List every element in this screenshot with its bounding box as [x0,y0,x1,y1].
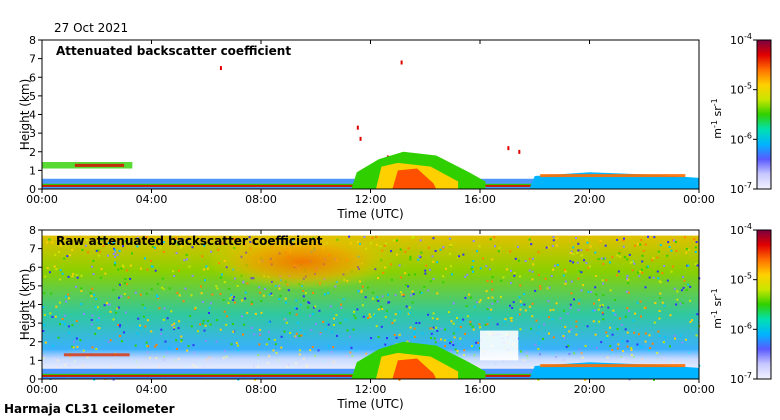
y-tick-label: 5 [29,280,36,293]
y-tick-label: 2 [29,146,36,159]
y-tick-label: 0 [29,183,36,196]
low-signal-zone [480,330,519,361]
y-axis-label: Height (km) [18,79,32,150]
cloud-speck [219,66,222,71]
x-tick-label: 16:00 [464,193,496,206]
colorbar-scale [756,229,772,380]
cloud-speck [400,60,403,65]
colorbar-tick-label: 10-5 [730,272,752,287]
y-tick-label: 8 [29,34,36,47]
y-tick-label: 6 [29,261,36,274]
cloud-speck [518,149,521,154]
y-tick-label: 3 [29,127,36,140]
aerosol-layer [74,163,125,167]
x-tick-label: 20:00 [574,193,606,206]
colorbar: 10-4 10-5 10-6 10-7 m-1 sr-1 [710,32,772,196]
y-tick-label: 6 [29,71,36,84]
colorbar-tick-label: 10-7 [730,181,752,196]
convective-plume [351,341,486,379]
colorbar: 10-4 10-5 10-6 10-7 m-1 sr-1 [710,222,772,386]
instrument-label: Harmaja CL31 ceilometer [4,402,175,416]
y-tick-label: 2 [29,336,36,349]
x-tick-label: 08:00 [245,383,277,396]
cloud-speck [356,125,359,130]
colorbar-tick-label: 10-5 [730,82,752,97]
y-tick-label: 0 [29,373,36,386]
x-tick-label: 04:00 [136,383,168,396]
y-tick-label: 3 [29,317,36,330]
y-tick-label: 1 [29,164,36,177]
y-tick-label: 7 [29,53,36,66]
y-tick-label: 7 [29,243,36,256]
x-tick-label: 00:00 [683,193,715,206]
colorbar-label: m-1 sr-1 [710,288,724,328]
evening-layer [529,172,699,189]
y-tick-label: 1 [29,354,36,367]
colorbar-tick-label: 10-4 [730,32,752,47]
cloud-speck [507,146,510,151]
panel-title: Raw attenuated backscatter coefficient [56,234,323,248]
evening-layer [529,362,699,379]
x-tick-label: 12:00 [355,193,387,206]
x-tick-label: 00:00 [26,193,58,206]
x-axis-label: Time (UTC) [336,207,403,221]
convective-plume [351,151,486,189]
x-axis-label: Time (UTC) [336,397,403,411]
x-tick-label: 12:00 [355,383,387,396]
x-tick-label: 20:00 [574,383,606,396]
y-tick-label: 4 [29,299,36,312]
y-axis-label: Height (km) [18,269,32,340]
colorbar-tick-label: 10-7 [730,371,752,386]
x-tick-label: 08:00 [245,193,277,206]
aerosol-layer [63,353,130,357]
x-tick-label: 04:00 [136,193,168,206]
x-tick-label: 00:00 [26,383,58,396]
panel-title: Attenuated backscatter coefficient [56,44,291,58]
x-tick-label: 16:00 [464,383,496,396]
date-label: 27 Oct 2021 [54,21,129,35]
y-tick-label: 8 [29,224,36,237]
panel-2: Raw attenuated backscatter coefficient00… [18,222,772,411]
cloud-speck [359,136,362,141]
colorbar-tick-label: 10-6 [730,321,752,336]
colorbar-tick-label: 10-4 [730,222,752,237]
y-tick-label: 5 [29,90,36,103]
x-tick-label: 00:00 [683,383,715,396]
high-signal-region [207,233,398,290]
y-tick-label: 4 [29,109,36,122]
colorbar-scale [756,39,772,190]
colorbar-label: m-1 sr-1 [710,98,724,138]
colorbar-tick-label: 10-6 [730,131,752,146]
